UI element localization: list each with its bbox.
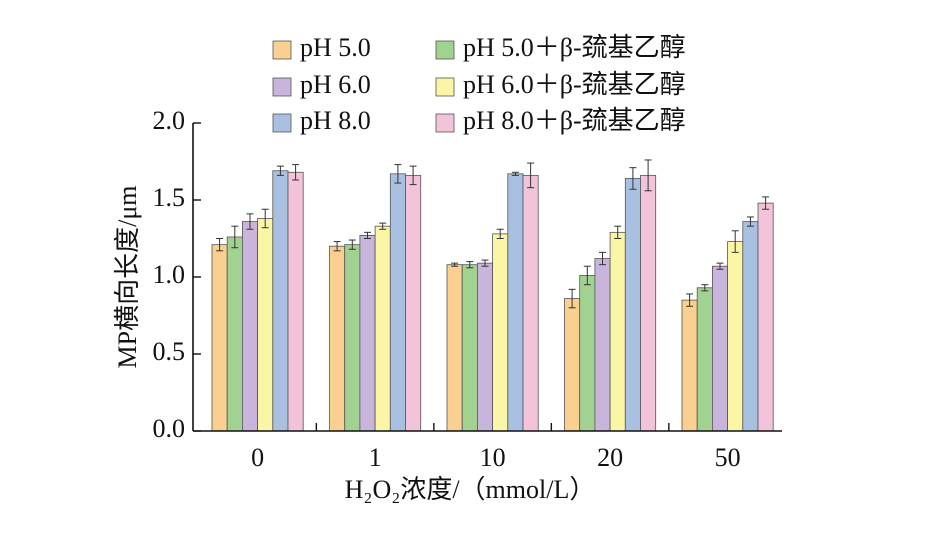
error-bar bbox=[451, 262, 459, 267]
bar-3-2 bbox=[492, 233, 509, 432]
bar-2-1 bbox=[359, 235, 376, 432]
legend: pH 5.0 pH 5.0＋β-巯基乙醇 pH 6.0 pH 6.0＋β-巯基乙醇 pH… bbox=[272, 33, 686, 135]
y-tick-label: 0.0 bbox=[153, 414, 186, 443]
bar-0-0 bbox=[211, 244, 228, 432]
error-bar bbox=[599, 251, 606, 266]
error-bar bbox=[333, 241, 341, 252]
error-bar bbox=[348, 239, 356, 250]
bar-4-4 bbox=[742, 221, 759, 432]
y-axis-title: MP横向长度/μm bbox=[113, 186, 142, 369]
error-bar bbox=[762, 196, 770, 210]
x-axis-title: H₂O₂浓度/（mmol/L） bbox=[345, 475, 596, 504]
bar-1-0 bbox=[226, 236, 243, 432]
x-ticks: 0 1 10 20 50 bbox=[251, 423, 741, 472]
bar-3-1 bbox=[374, 225, 391, 432]
error-bar bbox=[394, 164, 402, 184]
error-bar bbox=[644, 159, 652, 192]
bar-1-1 bbox=[344, 244, 361, 432]
error-bar bbox=[583, 265, 591, 286]
legend-label-0: pH 5.0 bbox=[300, 33, 371, 62]
legend-swatch-1 bbox=[435, 40, 455, 60]
legend-swatch-4 bbox=[272, 113, 292, 133]
legend-label-4: pH 8.0 bbox=[300, 106, 371, 135]
legend-label-1: pH 5.0＋β-巯基乙醇 bbox=[463, 33, 686, 62]
bar-5-0 bbox=[287, 171, 304, 432]
y-tick-label: 2.0 bbox=[153, 106, 186, 135]
error-bar bbox=[231, 225, 239, 249]
error-bar bbox=[216, 238, 224, 252]
bar-1-3 bbox=[579, 275, 596, 432]
error-bar bbox=[716, 262, 724, 270]
error-bar bbox=[701, 284, 709, 292]
bar-2-0 bbox=[241, 221, 258, 432]
error-bar bbox=[481, 259, 489, 267]
bar-4-1 bbox=[389, 173, 406, 432]
bar-5-2 bbox=[522, 174, 539, 432]
y-tick-label: 1.0 bbox=[153, 260, 186, 289]
error-bar bbox=[364, 231, 371, 239]
y-ticks: 0.0 0.5 1.0 1.5 2.0 bbox=[153, 106, 201, 443]
error-bar bbox=[731, 230, 739, 253]
x-tick-label: 10 bbox=[480, 443, 506, 472]
error-bar bbox=[746, 216, 754, 227]
y-tick-label: 0.5 bbox=[153, 337, 186, 366]
legend-label-2: pH 6.0 bbox=[300, 70, 371, 99]
x-tick-label: 0 bbox=[251, 443, 264, 472]
bar-area bbox=[211, 159, 774, 432]
bar-4-2 bbox=[507, 173, 524, 432]
error-bar bbox=[614, 225, 622, 239]
error-bar bbox=[246, 213, 254, 230]
bar-5-4 bbox=[757, 202, 774, 432]
error-bar bbox=[379, 222, 387, 230]
bar-0-1 bbox=[329, 245, 346, 432]
legend-label-5: pH 8.0＋β-巯基乙醇 bbox=[463, 106, 686, 135]
bar-0-4 bbox=[681, 299, 698, 432]
y-tick-label: 1.5 bbox=[153, 183, 186, 212]
error-bar bbox=[629, 167, 637, 190]
bar-0-2 bbox=[446, 264, 463, 432]
error-bar bbox=[686, 293, 694, 307]
bar-1-4 bbox=[696, 287, 713, 432]
error-bar bbox=[511, 171, 519, 176]
bar-3-4 bbox=[727, 241, 744, 432]
error-bar bbox=[409, 165, 417, 186]
legend-swatch-2 bbox=[272, 77, 292, 97]
error-bar bbox=[527, 162, 535, 189]
legend-swatch-5 bbox=[435, 113, 455, 133]
error-bar bbox=[466, 261, 474, 269]
bar-0-3 bbox=[564, 298, 581, 432]
bar-1-2 bbox=[461, 264, 478, 432]
legend-swatch-3 bbox=[435, 77, 455, 97]
error-bar bbox=[496, 228, 504, 239]
bar-2-4 bbox=[712, 265, 729, 432]
bar-2-2 bbox=[476, 262, 493, 432]
bar-2-3 bbox=[594, 258, 611, 432]
bar-5-3 bbox=[640, 174, 657, 432]
error-bar bbox=[568, 288, 576, 309]
bar-4-3 bbox=[624, 178, 641, 432]
error-bar bbox=[276, 165, 284, 176]
bar-3-3 bbox=[609, 231, 626, 432]
error-bar bbox=[292, 164, 300, 181]
x-tick-label: 1 bbox=[369, 443, 382, 472]
bar-5-1 bbox=[405, 174, 422, 432]
error-bar bbox=[261, 208, 269, 229]
bar-4-0 bbox=[272, 170, 289, 432]
x-tick-label: 20 bbox=[597, 443, 623, 472]
bar-3-0 bbox=[257, 218, 274, 432]
legend-label-3: pH 6.0＋β-巯基乙醇 bbox=[463, 70, 686, 99]
x-tick-label: 50 bbox=[715, 443, 741, 472]
legend-swatch-0 bbox=[272, 40, 292, 60]
